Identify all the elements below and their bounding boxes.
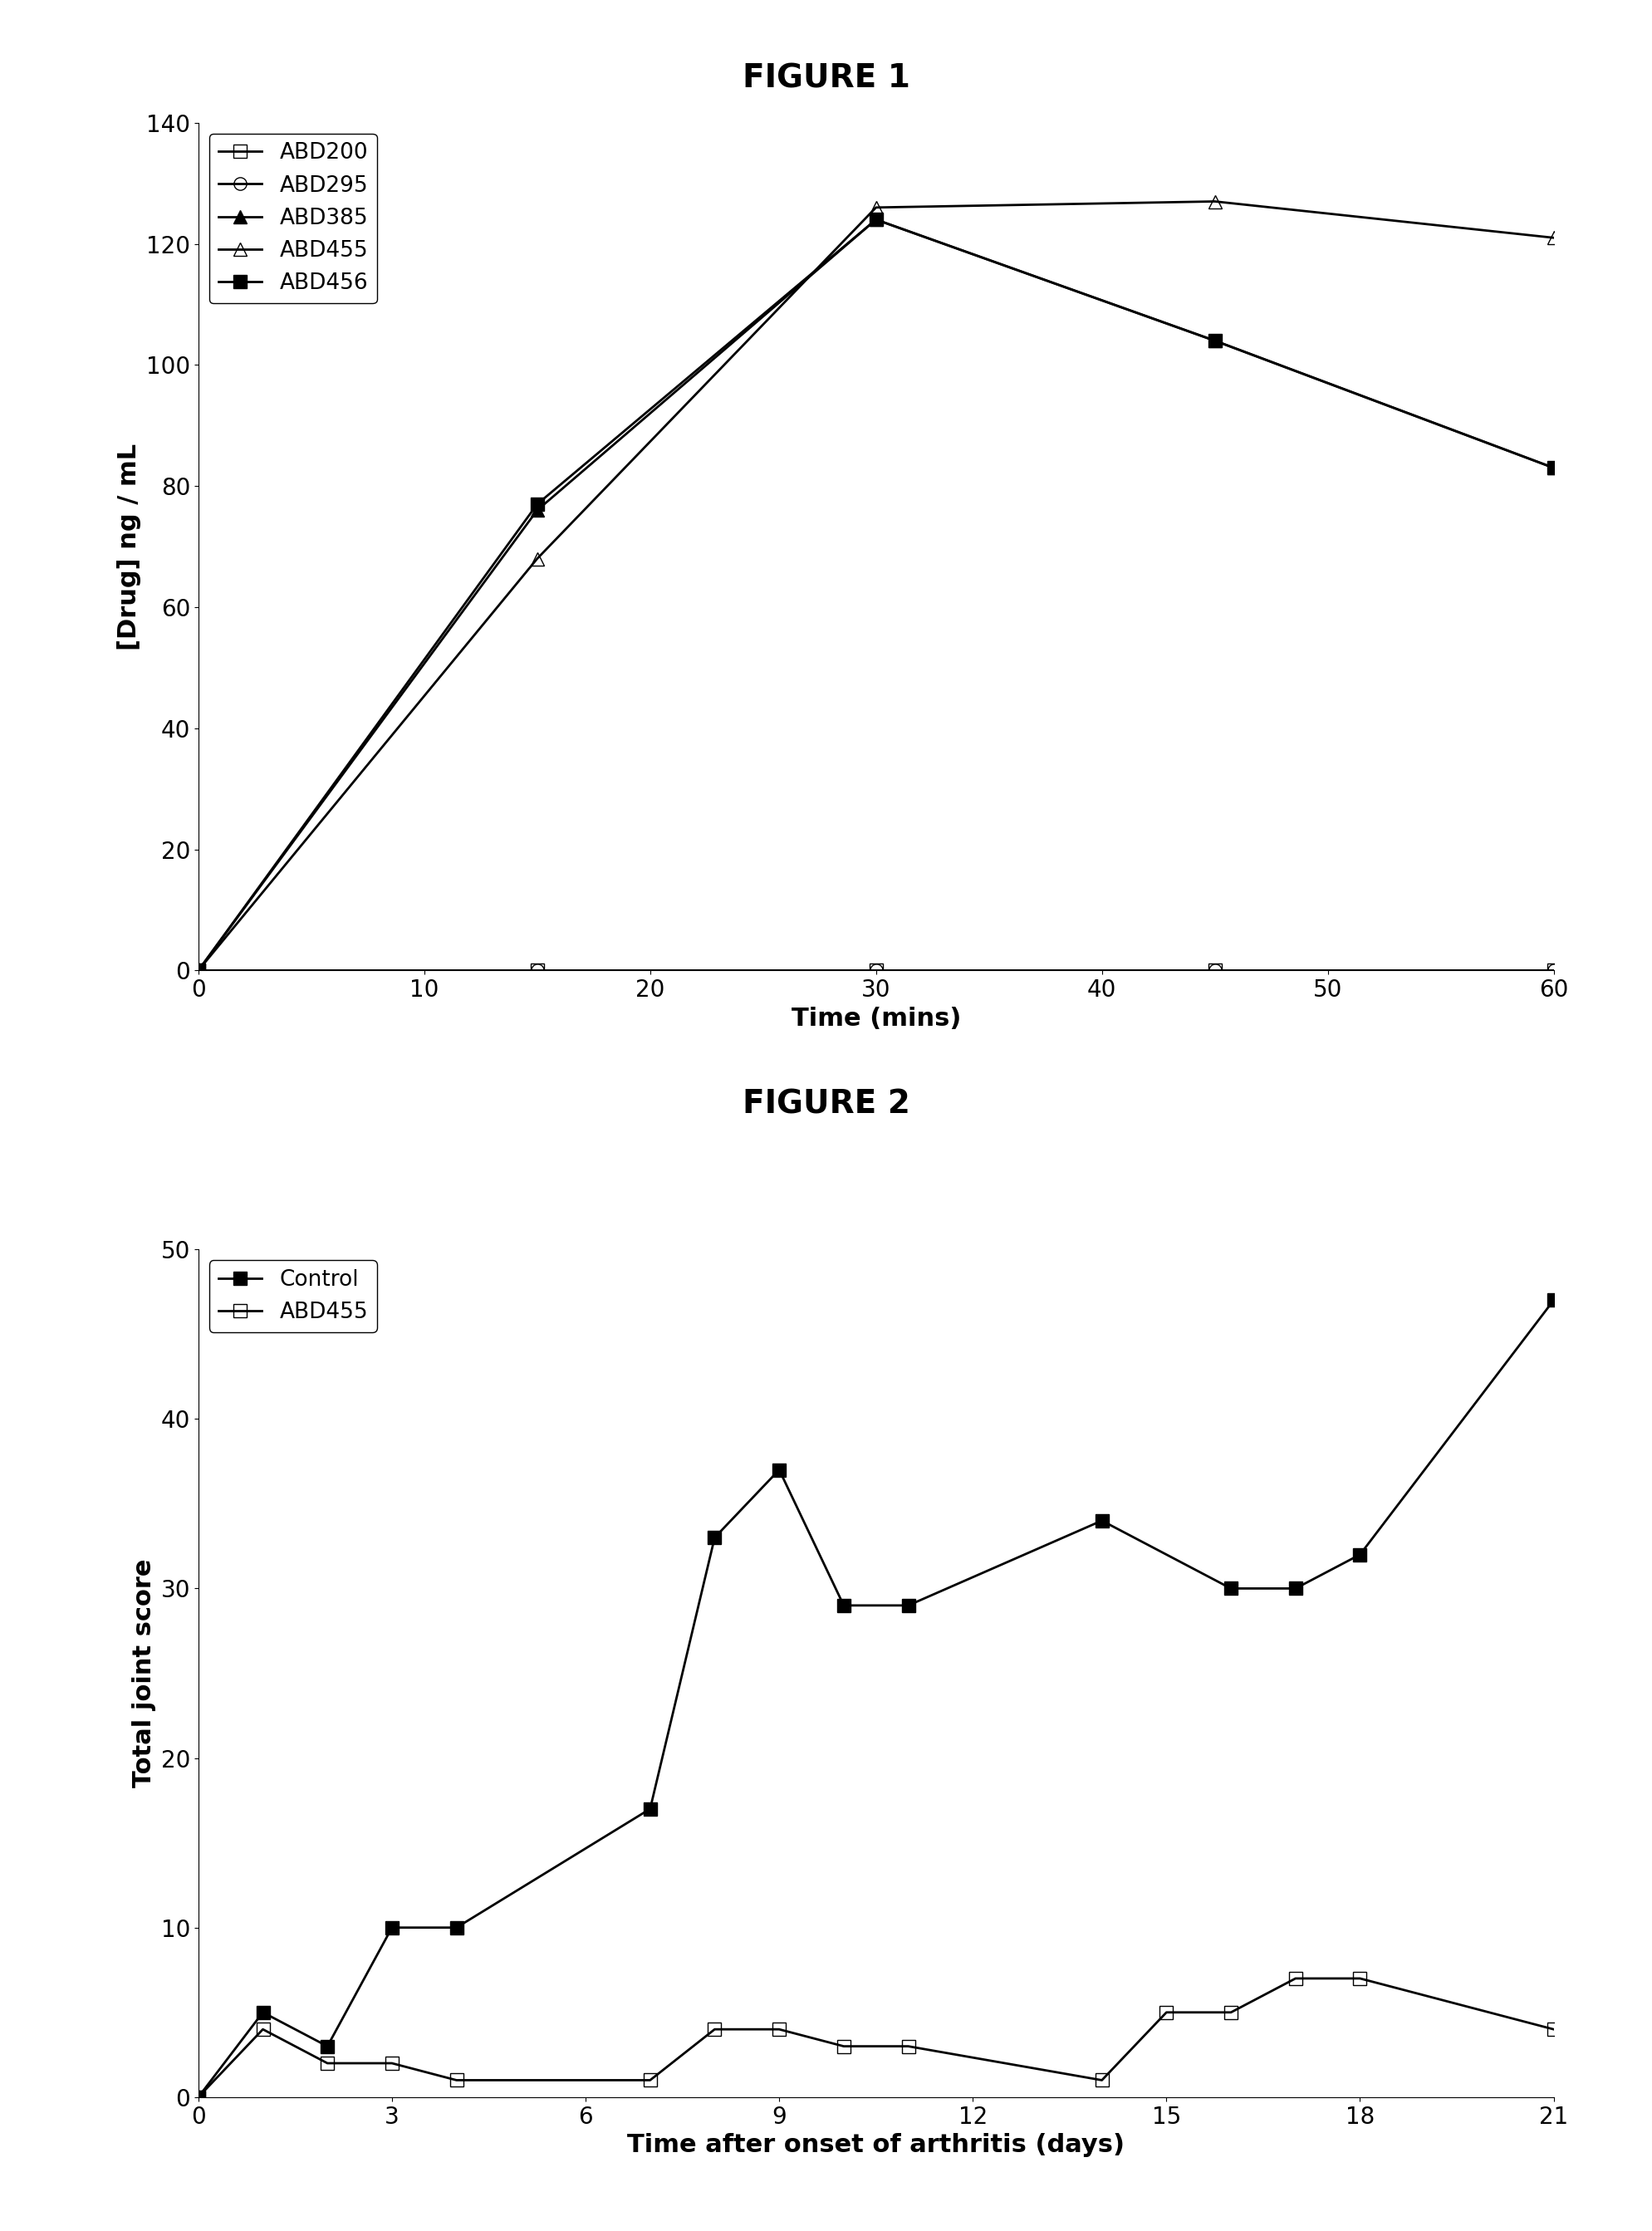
Control	[317, 2032, 337, 2059]
ABD200	[1543, 957, 1563, 984]
ABD455	[1350, 1966, 1370, 1992]
ABD455	[188, 2084, 208, 2111]
ABD455	[639, 2066, 659, 2093]
ABD455	[1092, 2066, 1112, 2093]
Line: ABD385: ABD385	[192, 214, 1559, 977]
Line: ABD295: ABD295	[192, 964, 1559, 977]
ABD455	[833, 2032, 852, 2059]
Line: ABD455: ABD455	[192, 1972, 1559, 2104]
ABD200	[188, 957, 208, 984]
ABD455	[768, 2017, 788, 2044]
ABD455	[1285, 1966, 1305, 1992]
ABD455	[446, 2066, 466, 2093]
ABD455	[899, 2032, 919, 2059]
ABD456	[1543, 455, 1563, 482]
Line: ABD200: ABD200	[192, 964, 1559, 977]
Control	[899, 1593, 919, 1620]
ABD385	[1204, 328, 1224, 355]
Control	[382, 1914, 401, 1941]
ABD455	[866, 194, 885, 221]
Control	[1221, 1575, 1241, 1602]
Control	[1285, 1575, 1305, 1602]
Control	[639, 1796, 659, 1823]
ABD200	[527, 957, 547, 984]
ABD200	[866, 957, 885, 984]
Control	[188, 2084, 208, 2111]
ABD295	[188, 957, 208, 984]
ABD385	[527, 498, 547, 524]
ABD456	[866, 205, 885, 232]
Control	[253, 1999, 273, 2026]
ABD295	[1204, 957, 1224, 984]
ABD455	[317, 2050, 337, 2077]
ABD455	[253, 2017, 273, 2044]
Control	[446, 1914, 466, 1941]
Control	[1092, 1508, 1112, 1535]
ABD385	[188, 957, 208, 984]
Control	[833, 1593, 852, 1620]
ABD455	[1543, 225, 1563, 252]
ABD456	[527, 491, 547, 518]
Control	[768, 1457, 788, 1484]
X-axis label: Time (mins): Time (mins)	[791, 1006, 960, 1031]
ABD455	[1156, 1999, 1176, 2026]
ABD455	[382, 2050, 401, 2077]
Control	[704, 1524, 724, 1551]
Line: ABD456: ABD456	[192, 214, 1559, 977]
Legend: ABD200, ABD295, ABD385, ABD455, ABD456: ABD200, ABD295, ABD385, ABD455, ABD456	[210, 134, 377, 303]
Line: Control: Control	[192, 1294, 1559, 2104]
Control	[1350, 1542, 1370, 1568]
Y-axis label: [Drug] ng / mL: [Drug] ng / mL	[117, 444, 142, 649]
ABD385	[866, 205, 885, 232]
ABD456	[1204, 328, 1224, 355]
ABD455	[1204, 187, 1224, 214]
Y-axis label: Total joint score: Total joint score	[132, 1559, 155, 1787]
ABD455	[1543, 2017, 1563, 2044]
ABD455	[1221, 1999, 1241, 2026]
X-axis label: Time after onset of arthritis (days): Time after onset of arthritis (days)	[626, 2133, 1125, 2157]
Legend: Control, ABD455: Control, ABD455	[210, 1261, 377, 1332]
ABD200	[1204, 957, 1224, 984]
ABD455	[527, 544, 547, 571]
Text: FIGURE 2: FIGURE 2	[742, 1089, 910, 1120]
Text: FIGURE 1: FIGURE 1	[742, 62, 910, 94]
ABD295	[1543, 957, 1563, 984]
ABD456	[188, 957, 208, 984]
Line: ABD455: ABD455	[192, 194, 1559, 977]
ABD295	[866, 957, 885, 984]
ABD385	[1543, 455, 1563, 482]
ABD455	[188, 957, 208, 984]
ABD455	[704, 2017, 724, 2044]
Control	[1543, 1287, 1563, 1314]
ABD295	[527, 957, 547, 984]
